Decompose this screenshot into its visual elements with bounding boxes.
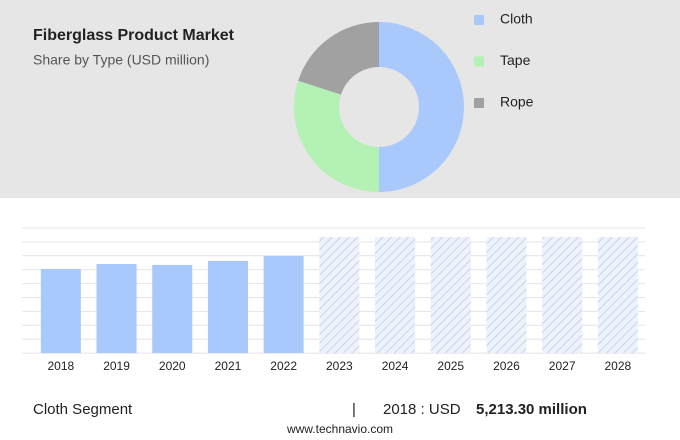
bar	[207, 260, 248, 353]
bar	[152, 264, 193, 353]
subtitle: Share by Type (USD million)	[33, 52, 209, 68]
donut-slice	[298, 22, 379, 95]
forecast-placeholder	[597, 237, 638, 353]
donut-slice	[294, 80, 379, 192]
year-label: 2018 : USD	[383, 401, 461, 418]
x-tick-label: 2019	[103, 359, 130, 373]
source: www.technavio.com	[286, 422, 393, 436]
x-tick-label: 2022	[270, 359, 297, 373]
x-tick-label: 2021	[215, 359, 242, 373]
x-tick-label: 2018	[47, 359, 74, 373]
legend-swatch	[474, 56, 484, 67]
x-tick-label: 2023	[326, 359, 353, 373]
legend-swatch	[474, 98, 484, 108]
legend-swatch	[474, 15, 484, 25]
x-tick-label: 2027	[549, 359, 576, 373]
forecast-placeholder	[430, 237, 471, 353]
separator: |	[352, 401, 356, 418]
legend-label: Rope	[500, 94, 534, 110]
value-label: 5,213.30 million	[476, 401, 587, 418]
bar	[263, 255, 304, 353]
legend-label: Tape	[500, 52, 531, 68]
x-tick-label: 2028	[604, 359, 631, 373]
segment-label: Cloth Segment	[33, 401, 133, 418]
x-tick-label: 2025	[437, 359, 464, 373]
x-tick-label: 2020	[159, 359, 186, 373]
legend-label: Cloth	[500, 11, 533, 27]
forecast-placeholder	[319, 237, 360, 353]
forecast-placeholder	[542, 237, 583, 353]
title: Fiberglass Product Market	[33, 27, 235, 44]
donut-slice	[379, 22, 464, 192]
forecast-placeholder	[375, 237, 416, 353]
x-tick-label: 2026	[493, 359, 520, 373]
bar	[40, 268, 81, 353]
forecast-placeholder	[486, 237, 527, 353]
x-tick-label: 2024	[382, 359, 409, 373]
bar	[96, 263, 137, 353]
